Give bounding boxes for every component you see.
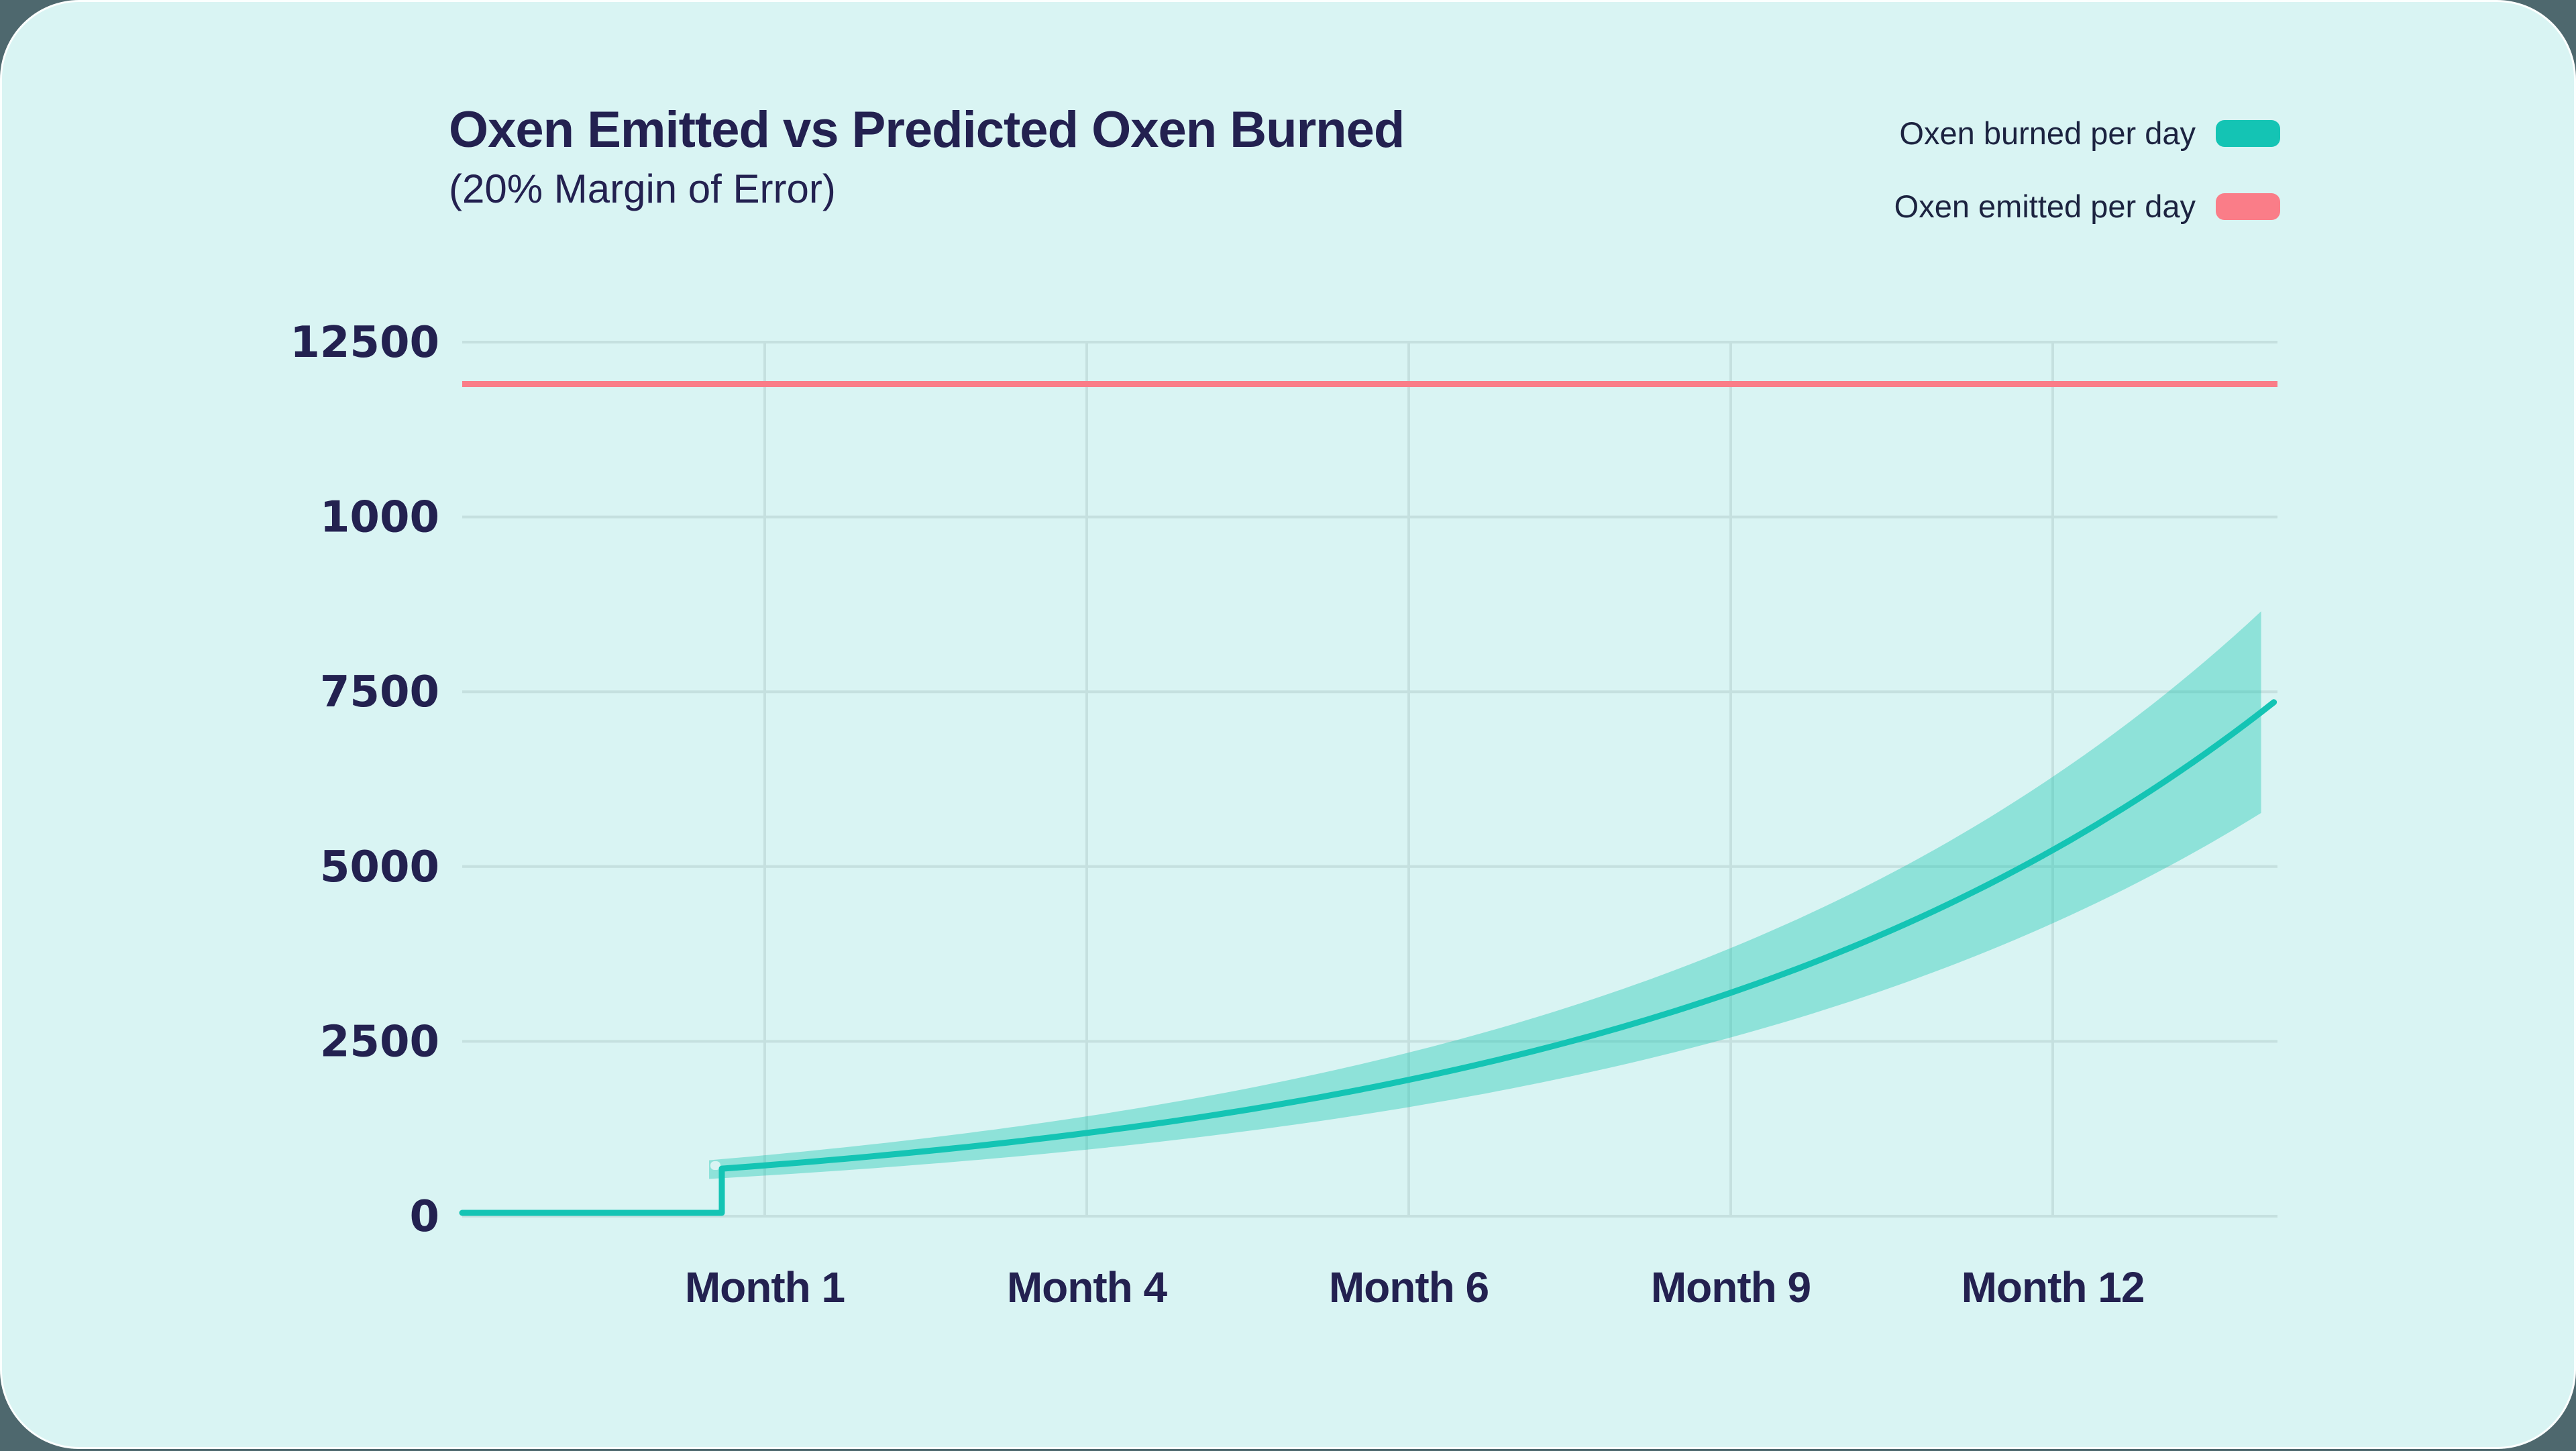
band-start-notch — [710, 1161, 720, 1170]
legend-item-emitted: Oxen emitted per day — [1894, 188, 2280, 225]
chart-subtitle: (20% Margin of Error) — [449, 166, 836, 211]
legend-swatch-emitted-icon — [2216, 193, 2280, 220]
x-axis-tick-label: Month 9 — [1651, 1263, 1811, 1311]
y-axis-tick-label: 5000 — [320, 843, 439, 892]
chart-legend: Oxen burned per day Oxen emitted per day — [1894, 115, 2280, 225]
x-axis-tick-label: Month 4 — [1007, 1263, 1168, 1311]
burned-confidence-band — [709, 611, 2261, 1179]
y-axis-tick-label: 0 — [409, 1192, 439, 1242]
chart-header: Oxen Emitted vs Predicted Oxen Burned (2… — [449, 100, 1405, 212]
legend-label-burned: Oxen burned per day — [1899, 115, 2196, 151]
y-axis-tick-label: 1000 — [320, 493, 439, 543]
x-axis-tick-label: Month 12 — [1962, 1263, 2145, 1311]
burned-line — [459, 699, 2277, 1216]
y-axis-tick-label: 12500 — [290, 318, 439, 368]
y-axis-tick-label: 2500 — [320, 1017, 439, 1067]
chart-title: Oxen Emitted vs Predicted Oxen Burned — [449, 101, 1405, 158]
x-axis-tick-label: Month 6 — [1329, 1263, 1489, 1311]
legend-swatch-burned-icon — [2216, 119, 2280, 147]
x-axis-tick-label: Month 1 — [685, 1263, 845, 1311]
y-axis-tick-label: 7500 — [320, 667, 439, 717]
legend-label-emitted: Oxen emitted per day — [1894, 189, 2196, 224]
legend-item-burned: Oxen burned per day — [1894, 115, 2280, 152]
